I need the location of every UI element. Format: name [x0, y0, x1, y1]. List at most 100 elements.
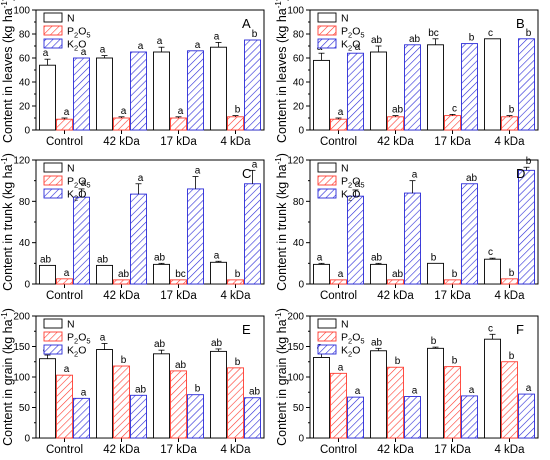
y-axis-unit-exp: -1 — [0, 157, 9, 165]
significance-letter: a — [214, 250, 220, 261]
bar-p — [444, 115, 461, 131]
significance-letter: b — [235, 105, 241, 116]
legend-text: O — [78, 332, 86, 344]
bar-k — [187, 188, 204, 285]
bar-k — [130, 193, 147, 285]
legend-swatch-k — [317, 38, 337, 49]
significance-letter: a — [355, 42, 361, 53]
significance-letter: a — [100, 45, 106, 56]
x-tick-label: 17 kDa — [434, 444, 471, 456]
bar-p — [113, 279, 130, 285]
y-axis-unit-exp: -1 — [274, 157, 283, 165]
significance-letter: a — [81, 178, 87, 189]
legend-sub: 2 — [348, 31, 352, 40]
legend-swatch-k — [43, 344, 63, 355]
panel-a: 0 20 40 60 80 100 Control a a a 42 kDa a a a 17 kDa a a a… — [0, 0, 265, 148]
y-tick-label: 0 — [298, 434, 304, 445]
bar-k — [461, 43, 478, 131]
legend-label-p: P2O5 — [67, 176, 91, 190]
legend-sub: 5 — [360, 181, 364, 190]
bar-n — [313, 59, 330, 131]
significance-letter: a — [81, 387, 87, 398]
bar-n — [484, 258, 501, 285]
legend-label-k: K2O — [341, 345, 360, 359]
significance-letter: a — [138, 173, 144, 184]
x-tick-label: 4 kDa — [494, 444, 525, 456]
significance-letter: a — [64, 268, 70, 279]
significance-letter: ab — [175, 360, 187, 371]
x-tick-label: 17 kDa — [434, 290, 471, 302]
legend-text: P — [67, 176, 74, 188]
y-tick-label: 20 — [293, 102, 305, 113]
significance-letter: ab — [371, 337, 383, 348]
bar-p — [501, 361, 518, 439]
y-axis-label: Content in grain (kg ha-1) — [274, 308, 289, 446]
bar-p — [387, 366, 404, 439]
significance-letter: a — [138, 41, 144, 52]
legend-text: N — [67, 319, 75, 331]
x-tick-label: 42 kDa — [377, 444, 414, 456]
y-axis-unit: (kg ha — [1, 319, 15, 354]
significance-letter: b — [509, 351, 515, 362]
bar-p — [387, 116, 404, 131]
y-tick-label: 100 — [13, 373, 30, 384]
legend-text: K — [67, 39, 74, 51]
panel-letter: C — [242, 166, 251, 181]
legend-sub: 5 — [360, 31, 364, 40]
significance-letter: a — [43, 48, 49, 59]
significance-letter: b — [235, 269, 241, 280]
significance-letter: a — [338, 362, 344, 373]
significance-letter: ab — [135, 384, 147, 395]
legend-text: K — [67, 189, 74, 201]
legend-text: O — [352, 39, 360, 51]
bar-k — [347, 195, 364, 285]
bar-n — [370, 51, 387, 131]
bar-n — [39, 64, 56, 131]
legend-label-p: P2O5 — [341, 26, 365, 40]
bar-k — [73, 397, 90, 439]
x-tick-label: 4 kDa — [494, 290, 525, 302]
significance-letter: a — [214, 31, 220, 42]
significance-letter: a — [412, 170, 418, 181]
y-axis-label-text: Content in leaves — [275, 43, 289, 143]
bar-k — [130, 51, 147, 131]
bar-n — [427, 347, 444, 439]
legend-swatch-p — [317, 25, 337, 36]
x-tick-label: 4 kDa — [220, 290, 251, 302]
bar-p — [56, 278, 73, 285]
bar-p — [501, 116, 518, 131]
y-tick-label: 100 — [13, 6, 30, 17]
significance-letter: b — [235, 357, 241, 368]
legend-sub: 2 — [74, 194, 78, 203]
significance-letter: b — [469, 33, 475, 44]
significance-letter: bc — [428, 28, 439, 39]
panel-letter: B — [516, 16, 525, 31]
bar-n — [370, 263, 387, 285]
bar-n — [153, 353, 170, 439]
bar-n — [210, 46, 227, 131]
y-axis-unit: ) — [1, 153, 15, 157]
significance-letter: b — [452, 269, 458, 280]
significance-letter: a — [100, 332, 106, 343]
x-tick-label: Control — [320, 290, 357, 302]
bar-n — [484, 38, 501, 131]
x-tick-label: 17 kDa — [160, 444, 197, 456]
x-tick-label: Control — [46, 444, 83, 456]
x-tick-label: Control — [46, 290, 83, 302]
y-tick-label: 0 — [24, 126, 30, 137]
legend-label-k: K2O — [67, 345, 86, 359]
legend-label-k: K2O — [341, 189, 360, 203]
significance-letter: b — [431, 336, 437, 347]
y-tick-label: 50 — [293, 403, 305, 414]
legend-swatch-k — [43, 38, 63, 49]
legend-sub: 2 — [348, 44, 352, 53]
legend-label-k: K2O — [341, 39, 360, 53]
significance-letter: a — [81, 47, 87, 58]
bar-p — [227, 116, 244, 131]
significance-letter: c — [488, 323, 493, 334]
bar-k — [404, 192, 421, 285]
